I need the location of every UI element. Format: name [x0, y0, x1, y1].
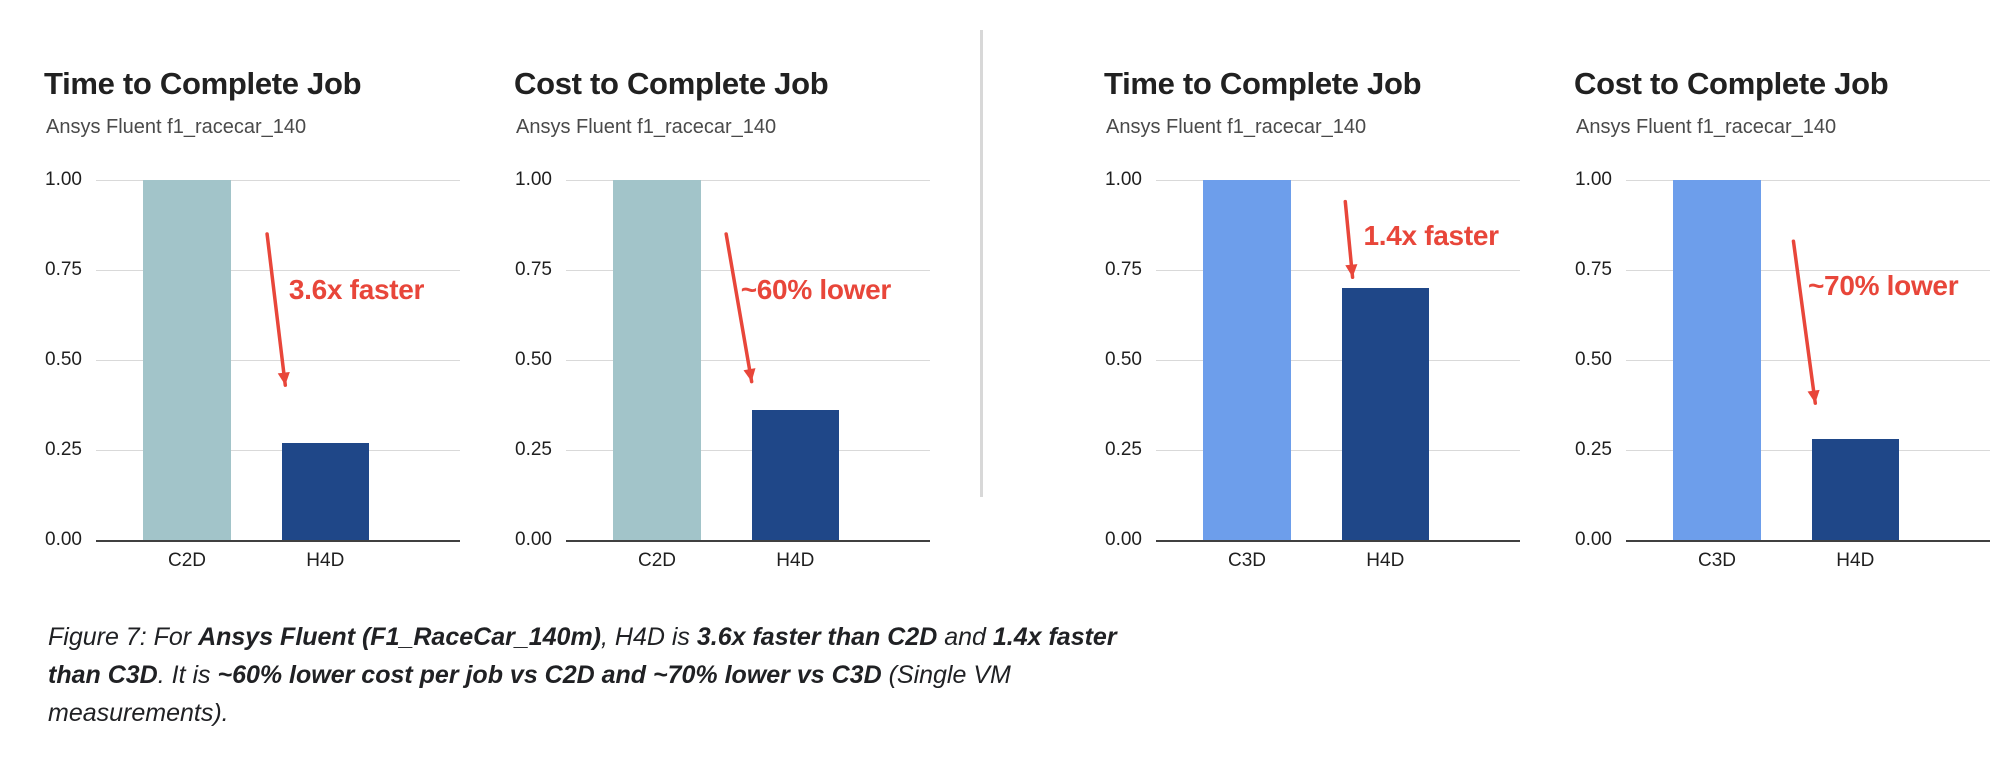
annotation-text: ~60% lower	[740, 273, 892, 305]
caption-text: measurements).	[48, 699, 229, 727]
caption-bold-text: ~60% lower cost per job vs C2D and ~70% …	[217, 661, 882, 689]
bar-c3d	[1673, 180, 1761, 540]
gridline	[1626, 180, 1990, 181]
annotation-text: 3.6x faster	[288, 273, 425, 305]
caption-text: and	[937, 623, 993, 651]
gridline	[1156, 360, 1520, 361]
y-tick-label: 0.50	[1575, 349, 1612, 370]
x-tick-label: C2D	[167, 550, 206, 571]
gridline	[96, 180, 460, 181]
y-tick-label: 0.50	[1105, 349, 1142, 370]
chart-time-c3d-vs-h4d: Time to Complete Job Ansys Fluent f1_rac…	[1100, 65, 1520, 571]
y-tick-label: 0.25	[1105, 439, 1142, 460]
bar-c3d	[1203, 180, 1291, 540]
annotation-text: ~70% lower	[1808, 270, 1959, 301]
gridline	[1156, 540, 1520, 542]
annotation-text: 1.4x faster	[1363, 219, 1499, 251]
bar-h4d	[1341, 288, 1429, 540]
y-tick-label: 0.50	[45, 349, 82, 370]
y-tick-label: 0.75	[1575, 259, 1612, 280]
gridline	[1156, 270, 1520, 271]
gridline	[1626, 450, 1990, 451]
chart-subtitle: Ansys Fluent f1_racecar_140	[46, 116, 307, 138]
chart-title: Time to Complete Job	[44, 66, 362, 101]
bar-c2d	[143, 180, 231, 540]
x-tick-label: C3D	[1697, 550, 1736, 571]
x-tick-label: C3D	[1227, 550, 1266, 571]
caption-text: (Single VM	[881, 661, 1011, 689]
y-axis-labels: 1.00 0.75 0.50 0.25 0.00	[1570, 169, 1626, 550]
x-tick-label: C2D	[637, 550, 676, 571]
plot-row: 1.00 0.75 0.50 0.25 0.00 C2D H4D 3.6x faster	[40, 169, 460, 571]
bar-h4d	[281, 442, 369, 540]
caption-text: Figure 7: For	[48, 623, 199, 651]
y-axis-labels: 1.00 0.75 0.50 0.25 0.00	[510, 169, 566, 550]
caption-bold-text: 1.4x faster	[992, 623, 1117, 651]
y-tick-label: 0.00	[1575, 529, 1612, 550]
chart-subtitle: Ansys Fluent f1_racecar_140	[1106, 116, 1367, 138]
charts-row: Time to Complete Job Ansys Fluent f1_rac…	[40, 30, 1990, 571]
y-tick-label: 1.00	[1105, 169, 1142, 190]
plot-row: 1.00 0.75 0.50 0.25 0.00 C2D H4D ~60% lower	[510, 169, 930, 571]
caption-text: , H4D is	[601, 623, 697, 651]
caption-text: . It is	[157, 661, 218, 689]
caption-line: than C3D. It is ~60% lower cost per job …	[48, 656, 1148, 694]
y-tick-label: 0.00	[45, 529, 82, 550]
plot-area: C3D H4D 1.4x faster	[1156, 180, 1520, 571]
bar-h4d	[751, 410, 839, 540]
y-tick-label: 0.00	[1105, 529, 1142, 550]
y-tick-label: 1.00	[1575, 169, 1612, 190]
gridline	[96, 540, 460, 542]
bar-c2d	[613, 180, 701, 540]
plot-area: C2D H4D 3.6x faster	[96, 180, 460, 571]
y-tick-label: 1.00	[515, 169, 552, 190]
gridline	[566, 450, 930, 451]
chart-cost-c2d-vs-h4d: Cost to Complete Job Ansys Fluent f1_rac…	[510, 65, 930, 571]
bar-h4d	[1811, 439, 1899, 540]
figure-caption: Figure 7: For Ansys Fluent (F1_RaceCar_1…	[48, 618, 1148, 732]
plot-row: 1.00 0.75 0.50 0.25 0.00 C3D H4D ~70% lower	[1570, 169, 1990, 571]
caption-line: Figure 7: For Ansys Fluent (F1_RaceCar_1…	[48, 618, 1148, 656]
gridline	[566, 540, 930, 542]
chart-title: Cost to Complete Job	[514, 66, 829, 101]
chart-time-c2d-vs-h4d: Time to Complete Job Ansys Fluent f1_rac…	[40, 65, 460, 571]
x-tick-label: H4D	[306, 550, 345, 571]
y-tick-label: 0.25	[515, 439, 552, 460]
y-axis-labels: 1.00 0.75 0.50 0.25 0.00	[40, 169, 96, 550]
caption-line: measurements).	[48, 694, 1148, 732]
plot-area: C2D H4D ~60% lower	[566, 180, 930, 571]
y-tick-label: 0.50	[515, 349, 552, 370]
plot-area: C3D H4D ~70% lower	[1626, 180, 1990, 571]
chart-subtitle: Ansys Fluent f1_racecar_140	[516, 116, 777, 138]
x-tick-label: H4D	[1366, 550, 1405, 571]
chart-subtitle: Ansys Fluent f1_racecar_140	[1576, 116, 1837, 138]
vertical-divider	[980, 30, 983, 497]
gridline	[566, 180, 930, 181]
x-tick-label: H4D	[1836, 550, 1875, 571]
caption-bold-text: than C3D	[48, 661, 158, 689]
gridline	[96, 450, 460, 451]
y-tick-label: 0.25	[1575, 439, 1612, 460]
gridline	[1626, 540, 1990, 542]
y-tick-label: 0.75	[515, 259, 552, 280]
x-tick-label: H4D	[776, 550, 815, 571]
chart-title: Time to Complete Job	[1104, 66, 1422, 101]
y-tick-label: 0.00	[515, 529, 552, 550]
y-tick-label: 0.25	[45, 439, 82, 460]
y-tick-label: 0.75	[45, 259, 82, 280]
chart-title: Cost to Complete Job	[1574, 66, 1889, 101]
gridline	[1156, 450, 1520, 451]
gridline	[1156, 180, 1520, 181]
plot-row: 1.00 0.75 0.50 0.25 0.00 C3D H4D 1.4x faster	[1100, 169, 1520, 571]
y-tick-label: 0.75	[1105, 259, 1142, 280]
y-tick-label: 1.00	[45, 169, 82, 190]
chart-cost-c3d-vs-h4d: Cost to Complete Job Ansys Fluent f1_rac…	[1570, 65, 1990, 571]
caption-bold-text: Ansys Fluent (F1_RaceCar_140m)	[198, 623, 602, 651]
y-axis-labels: 1.00 0.75 0.50 0.25 0.00	[1100, 169, 1156, 550]
caption-bold-text: 3.6x faster than C2D	[696, 623, 938, 651]
